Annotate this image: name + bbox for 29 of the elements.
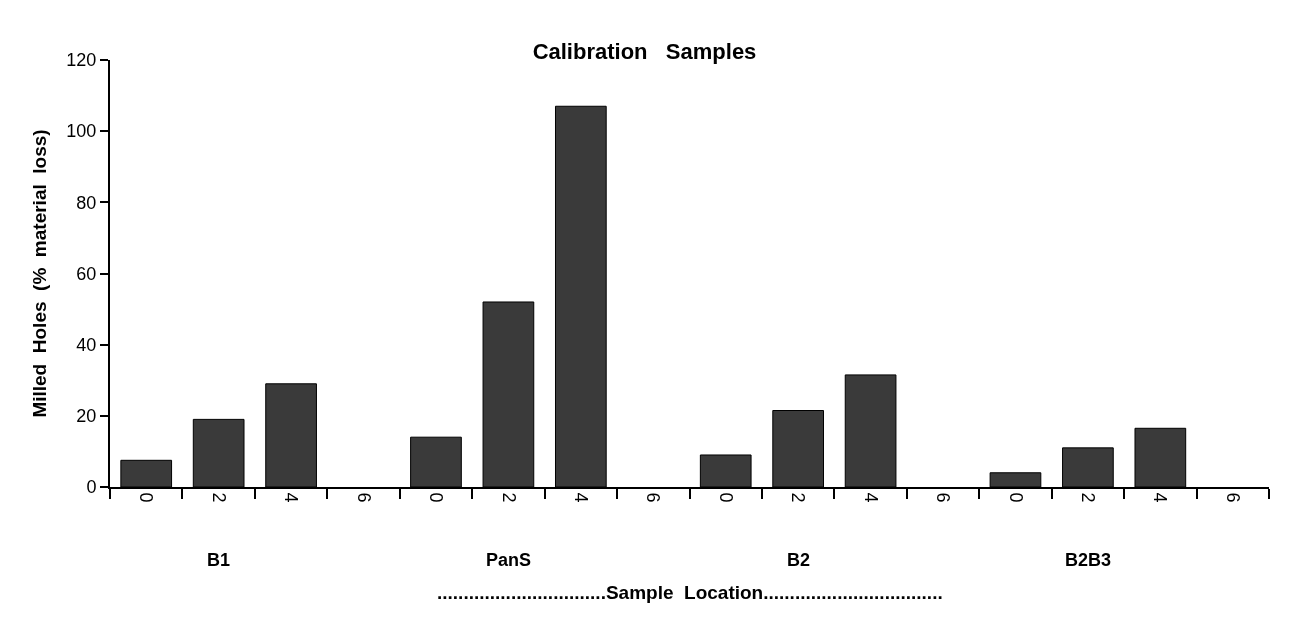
x-tick-label: 0 — [426, 492, 447, 503]
x-tick-label: 0 — [136, 492, 157, 503]
y-tick-label: 60 — [76, 263, 97, 284]
x-axis-title: ................................Sample Location.................................. — [437, 582, 943, 603]
text: B1 — [207, 550, 231, 570]
x-tick-label: 0 — [715, 492, 736, 503]
text: B2B3 — [1065, 550, 1112, 570]
y-tick-label: 20 — [76, 406, 97, 427]
x-tick-label: 6 — [353, 492, 374, 503]
x-tick-label: 6 — [1222, 492, 1243, 503]
x-tick-label: 6 — [643, 492, 664, 503]
x-tick-label: 2 — [1078, 492, 1099, 503]
x-tick-label: 4 — [281, 492, 302, 503]
text: PanS — [486, 550, 532, 570]
x-tick-label: 2 — [788, 492, 809, 503]
chart-title: Calibration Samples — [532, 38, 757, 64]
x-tick-label: 6 — [933, 492, 954, 503]
x-tick-label: 0 — [1005, 492, 1026, 503]
y-tick-label: 120 — [66, 50, 97, 71]
x-tick-label: 4 — [1150, 492, 1171, 503]
x-tick-label: 2 — [498, 492, 519, 503]
text: B2 — [787, 550, 811, 570]
y-axis-title: Milled Holes (% material loss) — [28, 129, 50, 418]
x-tick-label: 4 — [570, 492, 591, 503]
y-tick-label: 40 — [76, 334, 97, 355]
y-tick-label: 80 — [76, 192, 97, 213]
x-tick-label: 2 — [208, 492, 229, 503]
x-tick-label: 4 — [860, 492, 881, 503]
y-tick-label: 100 — [66, 121, 97, 142]
